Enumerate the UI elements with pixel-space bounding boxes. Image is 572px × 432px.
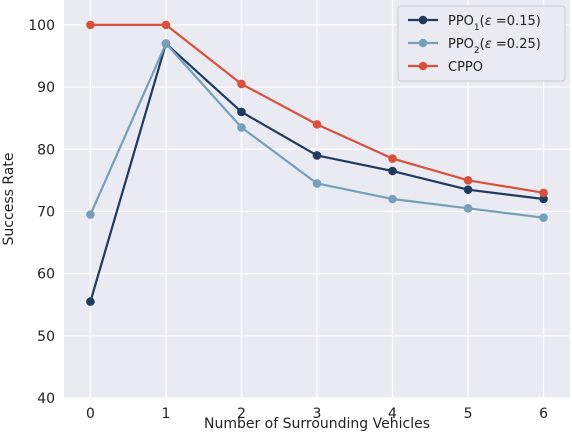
- data-point-cppo-0: [86, 20, 95, 30]
- legend-label-ppo1: PPO1(ε =0.15): [448, 14, 541, 33]
- x-tick-label-1: 1: [161, 406, 170, 422]
- legend-label-ppo2: PPO2(ε =0.25): [448, 37, 541, 56]
- x-tick-labels: 0 1 2 3 4 5 6: [86, 406, 548, 422]
- data-point-ppo1-5: [463, 185, 473, 194]
- x-tick-label-5: 5: [464, 406, 473, 422]
- data-point-ppo2-3: [312, 179, 322, 188]
- x-axis-label: Number of Surrounding Vehicles: [204, 416, 430, 432]
- y-tick-label-1: 50: [37, 329, 55, 345]
- x-tick-label-2: 2: [237, 406, 246, 422]
- x-tick-label-6: 6: [539, 406, 548, 422]
- legend-marker-cppo: [418, 61, 428, 71]
- data-point-cppo-1: [161, 20, 171, 30]
- legend-box: [397, 5, 566, 82]
- series-layer: [86, 20, 548, 306]
- data-point-cppo-4: [388, 154, 397, 163]
- data-point-cppo-3: [312, 120, 322, 129]
- x-tick-label-4: 4: [388, 406, 397, 422]
- x-tick-label-0: 0: [86, 406, 95, 422]
- y-axis-label: Success Rate: [1, 153, 17, 246]
- data-point-ppo2-2: [237, 123, 246, 132]
- legend-marker-ppo2: [418, 38, 428, 48]
- legend-label-cppo: CPPO: [448, 60, 483, 75]
- data-point-ppo2-6: [539, 213, 548, 222]
- data-point-cppo-6: [539, 188, 548, 198]
- y-tick-label-2: 60: [37, 267, 55, 283]
- y-tick-label-5: 90: [37, 80, 55, 96]
- data-point-ppo2-4: [388, 194, 397, 204]
- y-tick-label-3: 70: [37, 204, 55, 220]
- x-tick-label-3: 3: [313, 406, 322, 422]
- legend: PPO1(ε =0.15) PPO2(ε =0.25) CPPO: [397, 5, 566, 82]
- data-point-ppo1-0: [86, 297, 95, 306]
- data-point-ppo1-6: [539, 194, 548, 204]
- data-point-cppo-5: [463, 176, 473, 185]
- data-point-ppo1-4: [388, 166, 397, 176]
- y-tick-label-6: 100: [28, 18, 55, 34]
- data-point-cppo-2: [237, 79, 246, 89]
- data-point-ppo1-2: [237, 107, 246, 117]
- y-tick-label-4: 80: [37, 142, 55, 158]
- data-point-ppo1-3: [312, 151, 322, 160]
- data-point-ppo2-5: [463, 204, 473, 213]
- data-point-ppo2-1: [161, 39, 171, 48]
- legend-marker-ppo1: [418, 15, 428, 25]
- data-point-ppo2-0: [86, 210, 95, 219]
- y-tick-label-0: 40: [37, 391, 55, 407]
- y-tick-labels: 40 50 60 70 80 90 100: [28, 18, 55, 407]
